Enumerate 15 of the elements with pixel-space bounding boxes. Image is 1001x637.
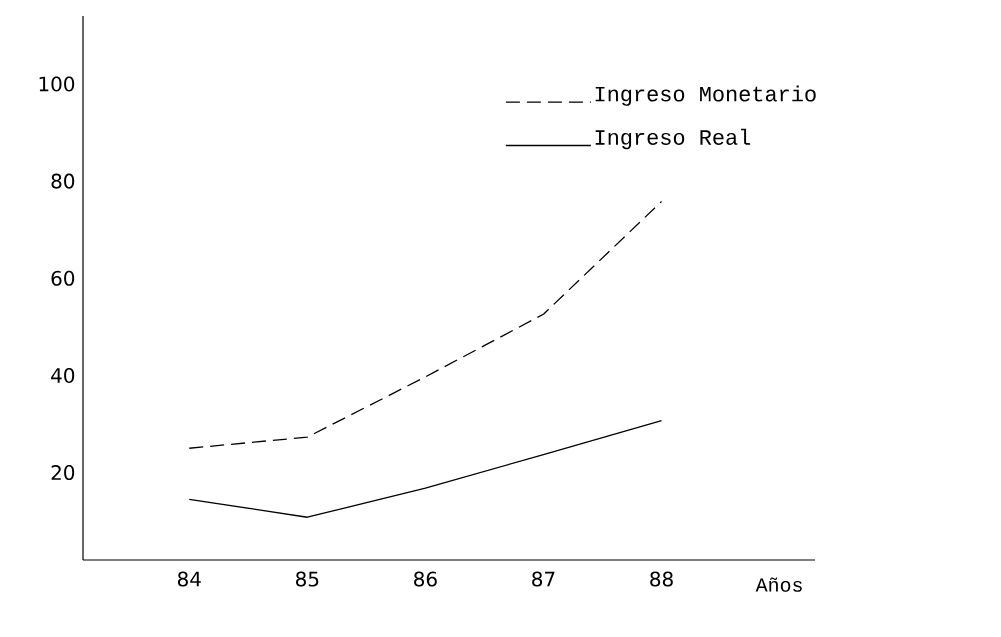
x-tick-label: 84 (177, 571, 201, 587)
legend-label: Ingreso Real (595, 128, 751, 150)
y-tick-label: 40 (51, 367, 75, 383)
line-series (188, 200, 663, 449)
x-tick-label: 88 (650, 571, 673, 587)
y-tick-label: 80 (51, 173, 75, 189)
y-tick-label: 60 (51, 270, 75, 286)
y-tick-label: 20 (51, 465, 75, 481)
x-tick-label: 86 (414, 571, 437, 587)
y-tick-label: 100 (39, 76, 75, 92)
x-tick-label: 87 (532, 571, 555, 587)
line-series (188, 419, 663, 518)
x-tick-label: 85 (296, 571, 319, 587)
legend-label: Ingreso Monetario (595, 85, 816, 106)
x-axis-title: Años (755, 577, 802, 592)
